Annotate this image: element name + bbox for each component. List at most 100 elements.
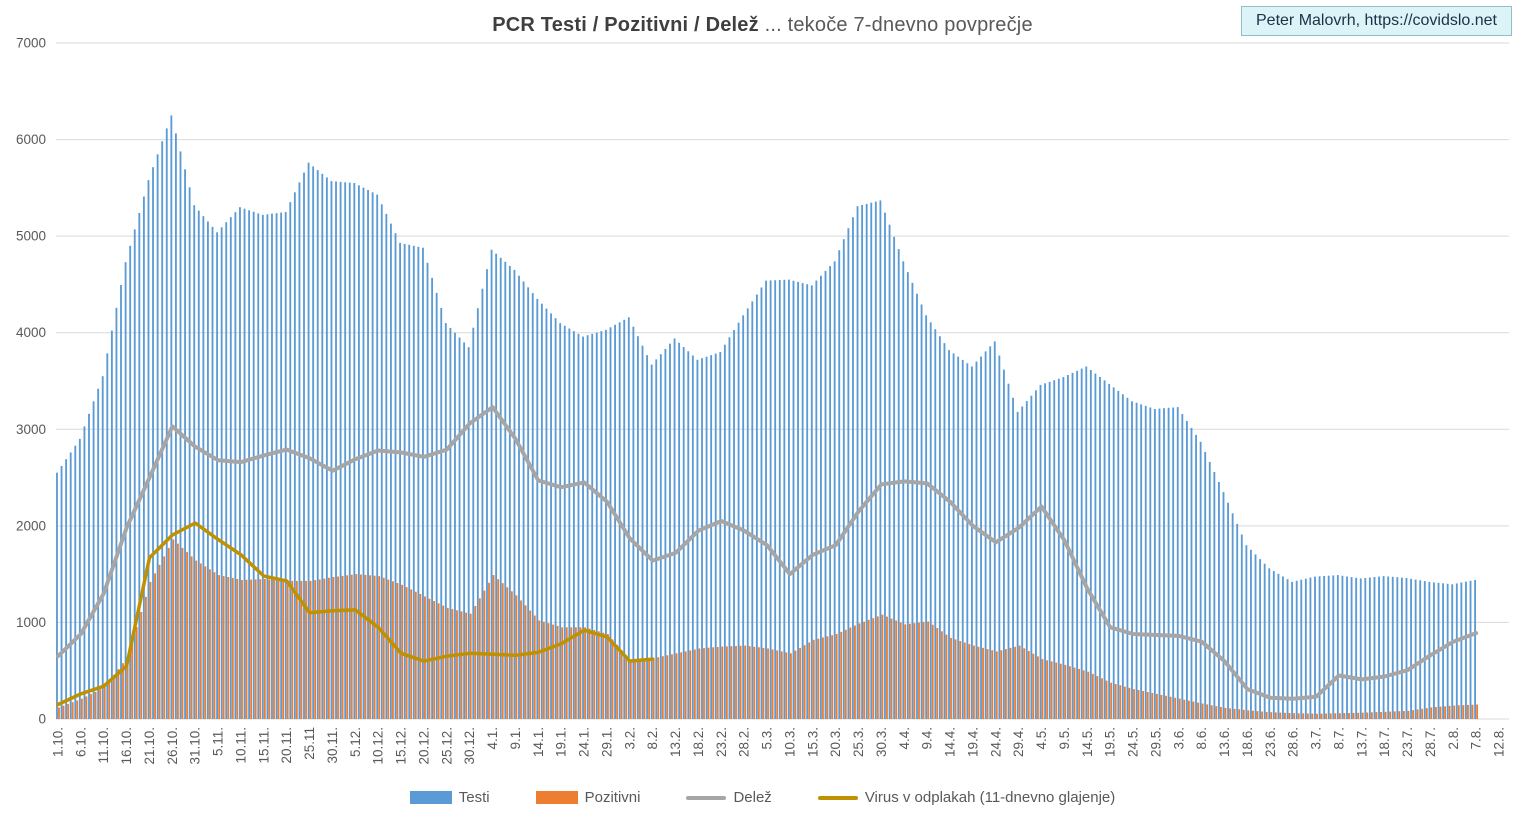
tests-bar	[1012, 397, 1014, 719]
tests-bar	[710, 355, 713, 719]
positives-bar	[241, 579, 243, 719]
positives-bar	[1430, 707, 1433, 719]
tests-bar	[513, 269, 516, 719]
tests-bar	[1268, 568, 1271, 719]
chart-title-subtitle: ... tekoče 7-dnevno povprečje	[764, 14, 1033, 36]
tests-bar	[1085, 366, 1088, 719]
tests-bar	[852, 217, 854, 719]
positives-bar	[570, 627, 573, 719]
positives-bar	[1366, 712, 1369, 719]
tests-bar	[1378, 576, 1380, 719]
positives-bar	[1101, 678, 1103, 719]
credit-badge-link[interactable]: Peter Malovrh, https://covidslo.net	[1241, 6, 1512, 36]
tests-bar	[1428, 581, 1431, 719]
positives-bar	[291, 580, 294, 719]
tests-bar	[920, 304, 923, 719]
tests-bar	[1469, 580, 1472, 719]
positives-bar	[355, 574, 358, 719]
positives-bar	[213, 572, 216, 719]
positives-bar	[762, 647, 765, 719]
positives-bar	[1306, 713, 1309, 719]
positives-bar	[1407, 710, 1410, 719]
tests-bar	[486, 269, 488, 719]
tests-bar	[1272, 571, 1275, 719]
x-tick-label: 21.10.	[142, 727, 157, 765]
tests-bar	[1204, 451, 1207, 719]
tests-bar	[275, 213, 278, 719]
positives-bar	[1165, 695, 1167, 719]
tests-bar	[1465, 581, 1467, 719]
positives-bar	[341, 575, 344, 719]
tests-bar	[138, 213, 141, 719]
positives-bar	[1352, 712, 1355, 719]
tests-bar	[943, 343, 946, 719]
tests-bar	[202, 216, 205, 719]
positives-bar	[886, 616, 888, 719]
tests-bar	[751, 301, 754, 719]
positives-bar	[840, 631, 843, 719]
tests-bar	[339, 181, 342, 719]
positives-bar	[337, 576, 339, 719]
tests-bar	[938, 336, 941, 719]
positives-bar	[561, 627, 564, 719]
positives-bar	[982, 647, 984, 719]
positives-bar	[574, 627, 577, 719]
tests-bar	[545, 308, 548, 719]
tests-bar	[1089, 370, 1092, 719]
x-tick-label: 24.1.	[577, 727, 592, 757]
tests-bar	[1295, 580, 1298, 719]
positives-bar	[835, 634, 838, 719]
positives-bar	[286, 580, 289, 719]
positives-bar	[908, 623, 911, 719]
tests-bar	[595, 332, 598, 719]
tests-bar	[1414, 579, 1417, 719]
tests-bar	[847, 228, 850, 719]
tests-bar	[527, 287, 530, 719]
positives-bar	[1128, 687, 1131, 719]
tests-bar	[243, 208, 246, 719]
positives-bar	[1078, 669, 1081, 719]
positives-bar	[369, 575, 371, 719]
legend: Testi Pozitivni Delež Virus v odplakah (…	[0, 789, 1525, 806]
positives-bar	[1398, 711, 1401, 719]
positives-bar	[1133, 689, 1135, 719]
tests-bar	[911, 282, 914, 719]
x-tick-label: 14.1.	[531, 727, 546, 757]
positives-bar	[1041, 659, 1044, 719]
x-tick-label: 9.4.	[920, 727, 935, 750]
tests-bar	[1044, 383, 1047, 719]
positives-bar	[140, 612, 143, 719]
x-tick-label: 15.11.	[256, 727, 271, 764]
tests-bar	[1382, 576, 1385, 719]
tests-bar	[1263, 563, 1266, 719]
positives-bar	[616, 644, 618, 719]
positives-bar	[108, 681, 111, 719]
chart-title-bold: PCR Testi / Pozitivni / Delež	[492, 14, 759, 36]
positives-bar	[231, 578, 234, 719]
tests-bar	[989, 346, 992, 719]
tests-bar	[696, 359, 699, 719]
tests-bar	[1135, 402, 1138, 719]
x-tick-label: 10.11.	[234, 727, 249, 764]
positives-bar	[405, 587, 408, 719]
x-tick-label: 5.11.	[211, 727, 226, 756]
positives-bar	[1471, 704, 1474, 719]
positives-bar	[1229, 708, 1231, 719]
positives-bar	[657, 657, 660, 719]
y-tick-label: 2000	[16, 518, 46, 533]
tests-bar	[1099, 376, 1101, 719]
x-tick-label: 30.3.	[874, 727, 889, 757]
y-tick-label: 4000	[16, 325, 46, 340]
tests-bar	[385, 213, 388, 719]
positives-bar	[1096, 676, 1099, 719]
positives-bar	[1302, 713, 1305, 719]
positives-bar	[277, 580, 280, 719]
positives-bar	[1023, 648, 1026, 719]
x-tick-label: 28.7.	[1423, 727, 1438, 757]
positives-bar	[542, 621, 545, 719]
positives-bar	[1082, 670, 1085, 719]
x-tick-label: 7.8.	[1469, 727, 1484, 750]
tests-bar	[1314, 576, 1316, 719]
positives-bar	[474, 606, 477, 719]
tests-bar	[1117, 390, 1120, 719]
